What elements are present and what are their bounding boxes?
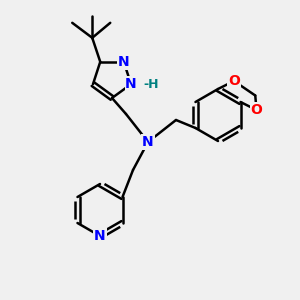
Text: N: N xyxy=(142,135,154,149)
Text: N: N xyxy=(118,55,130,69)
Text: O: O xyxy=(250,103,262,117)
Text: N: N xyxy=(125,77,137,91)
Text: -H: -H xyxy=(143,78,158,91)
Text: O: O xyxy=(228,74,240,88)
Text: N: N xyxy=(94,229,106,243)
